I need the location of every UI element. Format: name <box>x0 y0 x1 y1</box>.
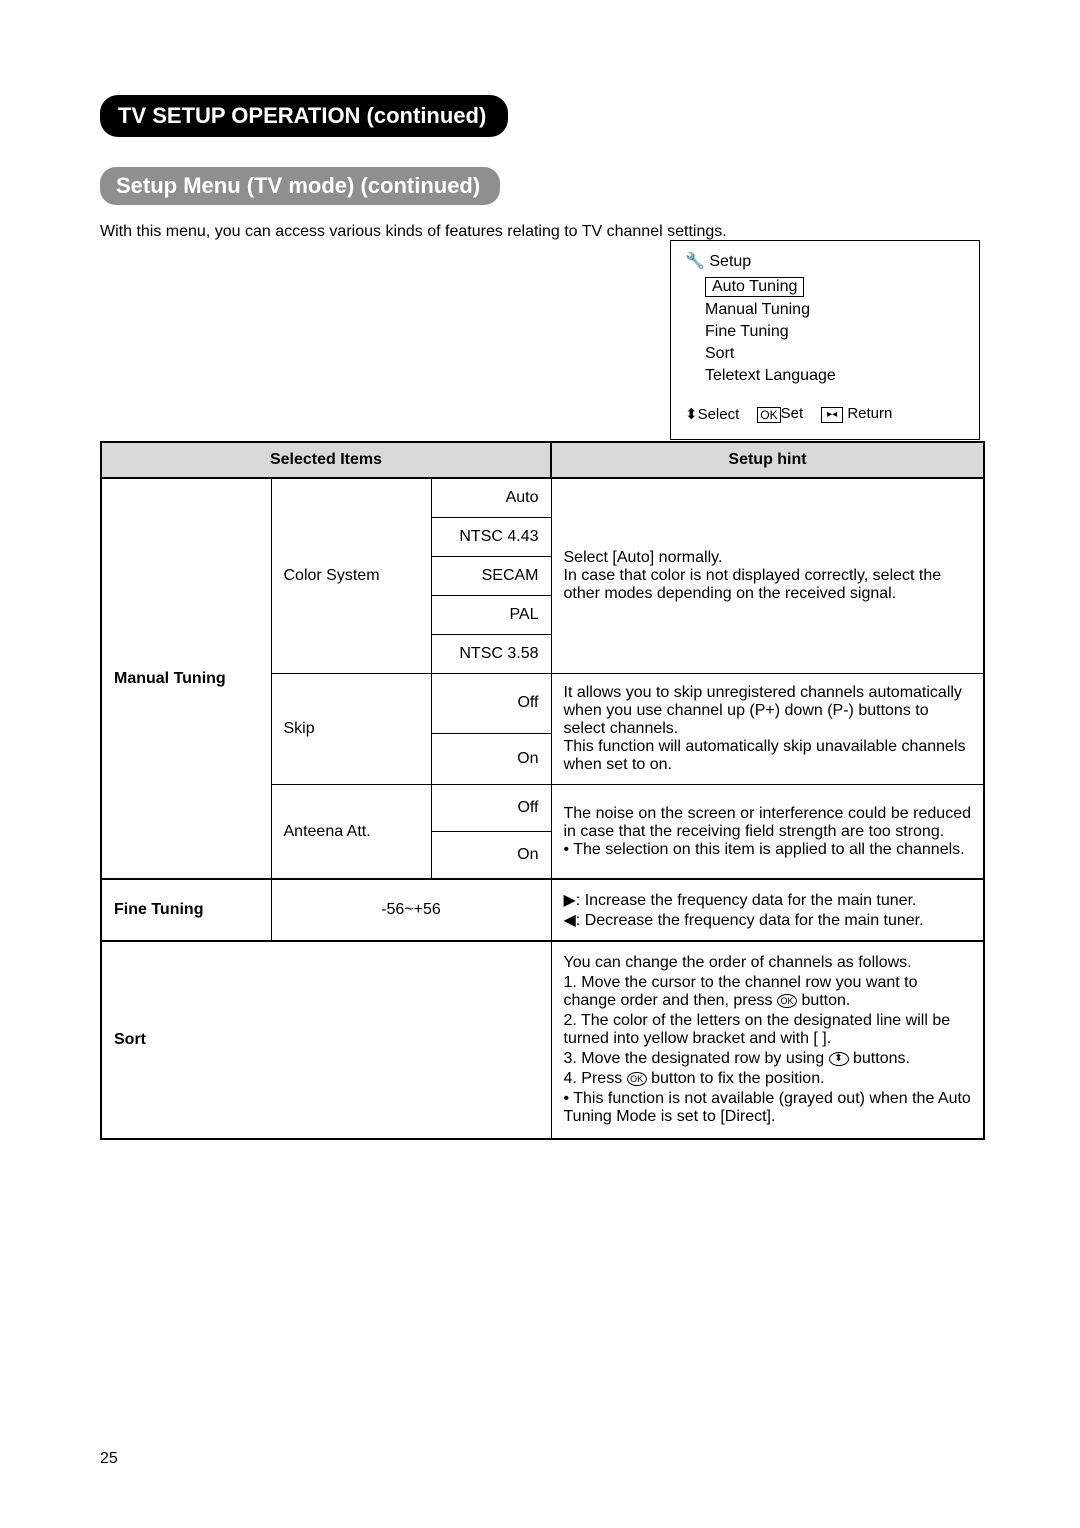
wrench-icon: 🔧 <box>685 253 705 270</box>
cell-sort: Sort <box>101 941 551 1139</box>
fine-tuning-inc: ▶: Increase the frequency data for the m… <box>564 890 972 910</box>
return-icon: ▸◂ <box>821 407 843 423</box>
page-number: 25 <box>100 1450 118 1468</box>
table-row: Sort You can change the order of channel… <box>101 941 984 1139</box>
cell-hint-sort: You can change the order of channels as … <box>551 941 984 1139</box>
osd-item-sort: Sort <box>705 343 965 365</box>
osd-set-label: Set <box>781 405 804 422</box>
cell-value-secam: SECAM <box>431 557 551 596</box>
sort-hint-4: 4. Press OK button to fix the position. <box>564 1070 972 1088</box>
ok-box-icon: OK <box>757 407 780 423</box>
cell-value-skip-off: Off <box>431 674 551 734</box>
table-row: Fine Tuning -56~+56 ▶: Increase the freq… <box>101 879 984 941</box>
osd-footer-set: OKSet <box>757 405 803 422</box>
intro-text: With this menu, you can access various k… <box>100 223 985 241</box>
sort-hint-4a: 4. Press <box>564 1070 627 1087</box>
fine-tuning-dec: ◀: Decrease the frequency data for the m… <box>564 910 972 930</box>
sort-hint-note: • This function is not available (grayed… <box>564 1090 972 1126</box>
cell-antenna: Anteena Att. <box>271 785 431 880</box>
sort-hint-3: 3. Move the designated row by using ⬍ bu… <box>564 1050 972 1068</box>
sort-hint-1b: button. <box>801 992 850 1009</box>
osd-item-manual-tuning: Manual Tuning <box>705 299 965 321</box>
heading-sub: Setup Menu (TV mode) (continued) <box>100 167 500 205</box>
updown-inline-icon: ⬍ <box>829 1052 849 1066</box>
sort-hint-1a: 1. Move the cursor to the channel row yo… <box>564 974 918 1009</box>
cell-value-skip-on: On <box>431 733 551 784</box>
sort-hint-lead: You can change the order of channels as … <box>564 954 972 972</box>
cell-hint-antenna: The noise on the screen or interference … <box>551 785 984 880</box>
osd-footer: ⬍Select OKSet ▸◂ Return <box>685 405 965 423</box>
cell-value-ntsc443: NTSC 4.43 <box>431 518 551 557</box>
sort-hint-4b: button to fix the position. <box>651 1070 824 1087</box>
osd-footer-return: ▸◂ Return <box>821 405 892 422</box>
cell-color-system: Color System <box>271 478 431 674</box>
ok-inline-icon: OK <box>627 1072 647 1086</box>
cell-hint-skip: It allows you to skip unregistered chann… <box>551 674 984 785</box>
cell-hint-fine-tuning: ▶: Increase the frequency data for the m… <box>551 879 984 941</box>
cell-value-auto: Auto <box>431 478 551 518</box>
cell-value-ntsc358: NTSC 3.58 <box>431 635 551 674</box>
osd-select-label: Select <box>698 406 740 423</box>
osd-title: 🔧 Setup <box>685 251 965 271</box>
osd-selected-item: Auto Tuning <box>705 277 804 297</box>
cell-manual-tuning: Manual Tuning <box>101 478 271 879</box>
sort-hint-2: 2. The color of the letters on the desig… <box>564 1012 972 1048</box>
osd-item-auto-tuning: Auto Tuning <box>705 275 965 299</box>
cell-fine-tuning-value: -56~+56 <box>271 879 551 941</box>
sort-hint-3b: buttons. <box>853 1050 910 1067</box>
cell-value-pal: PAL <box>431 596 551 635</box>
document-page: TV SETUP OPERATION (continued) Setup Men… <box>0 0 1080 1528</box>
osd-title-text: Setup <box>709 253 751 270</box>
table-row: Manual Tuning Color System Auto Select [… <box>101 478 984 518</box>
updown-arrow-icon: ⬍ <box>685 406 698 423</box>
th-setup-hint: Setup hint <box>551 442 984 478</box>
settings-table: Selected Items Setup hint Manual Tuning … <box>100 441 985 1140</box>
heading-main: TV SETUP OPERATION (continued) <box>100 95 508 137</box>
osd-setup-box: 🔧 Setup Auto Tuning Manual Tuning Fine T… <box>670 240 980 440</box>
sort-hint-1: 1. Move the cursor to the channel row yo… <box>564 974 972 1010</box>
osd-menu-list: Auto Tuning Manual Tuning Fine Tuning So… <box>705 275 965 387</box>
table-header-row: Selected Items Setup hint <box>101 442 984 478</box>
osd-return-label: Return <box>847 405 892 422</box>
osd-item-fine-tuning: Fine Tuning <box>705 321 965 343</box>
cell-fine-tuning: Fine Tuning <box>101 879 271 941</box>
osd-item-teletext: Teletext Language <box>705 365 965 387</box>
cell-value-ant-on: On <box>431 832 551 880</box>
th-selected-items: Selected Items <box>101 442 551 478</box>
ok-inline-icon: OK <box>777 994 797 1008</box>
osd-footer-select: ⬍Select <box>685 405 739 423</box>
sort-hint-3a: 3. Move the designated row by using <box>564 1050 829 1067</box>
cell-value-ant-off: Off <box>431 785 551 832</box>
cell-hint-color-system: Select [Auto] normally. In case that col… <box>551 478 984 674</box>
cell-skip: Skip <box>271 674 431 785</box>
